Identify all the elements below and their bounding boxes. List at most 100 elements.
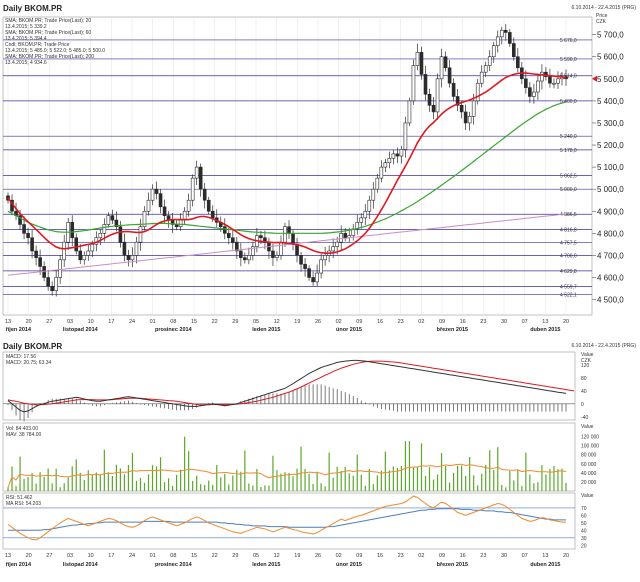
candle-body xyxy=(162,206,167,216)
level-label: 4 700,0 xyxy=(560,253,577,259)
x-tick-label: 07 xyxy=(522,319,528,325)
candle-body xyxy=(114,219,119,228)
volume-y-label: 20 000 xyxy=(581,480,597,486)
candle-body xyxy=(439,56,444,80)
level-label: 5 240,0 xyxy=(560,134,577,140)
candle-body xyxy=(455,96,460,106)
lower-x-tick-label: 20 xyxy=(563,553,569,559)
legend-sma200: SMA; BKOM.PR; Trade Price(Last); 200 xyxy=(5,54,94,60)
x-tick-label: 20 xyxy=(563,319,569,325)
candle-body xyxy=(479,71,484,84)
legend-sma60: SMA; BKOM.PR; Trade Price(Last); 60 xyxy=(5,30,91,36)
x-tick-label: 30 xyxy=(501,319,507,325)
lower-date-range: 6.10.2014 - 22.4.2015 (PRG) xyxy=(572,343,637,349)
legend-ohlc-value: 13.4.2015; 5 485.0; 5 522.0; 5 485.0; 5 … xyxy=(5,48,105,54)
y-tick-label: 5 200,0 xyxy=(597,141,624,150)
candle-body xyxy=(495,36,500,46)
volume-y-label: 120 000 xyxy=(581,435,599,441)
candle-body xyxy=(387,157,392,163)
rsi-y-label: 50 xyxy=(581,521,587,527)
candle-body xyxy=(186,199,191,212)
macd-unit-label: CZK xyxy=(581,358,592,364)
y-tick-label: 4 800,0 xyxy=(597,229,624,238)
candle-body xyxy=(315,272,319,283)
candle-body xyxy=(275,255,279,258)
candle-body xyxy=(467,116,472,124)
lower-x-tick-label: 23 xyxy=(480,553,486,559)
candle-body xyxy=(411,65,416,102)
rsi-y-label: 60 xyxy=(581,513,587,519)
level-label: 4 886,5 xyxy=(560,212,577,218)
level-label: 4 757,5 xyxy=(560,241,577,247)
chart-title: Daily BKOM.PR xyxy=(3,4,62,13)
candle-body xyxy=(291,233,295,245)
candle-body xyxy=(335,241,339,247)
candle-body xyxy=(379,166,384,179)
candle-body xyxy=(182,210,187,221)
rsi-legend-1: RSI: 51.462 xyxy=(6,495,33,501)
candle-body xyxy=(122,241,127,256)
x-tick-label: 19 xyxy=(294,319,300,325)
candle-body xyxy=(283,226,287,243)
candle-body xyxy=(251,246,255,256)
candle-body xyxy=(383,162,388,168)
macd-value-label: Value xyxy=(581,352,594,358)
candle-body xyxy=(459,104,464,113)
volume-y-label: 40 000 xyxy=(581,471,597,477)
current-price-marker xyxy=(592,75,597,82)
candle-body xyxy=(247,255,251,261)
candle-body xyxy=(307,268,311,278)
candle-body xyxy=(343,233,348,239)
candle-body xyxy=(403,122,408,150)
candle-body xyxy=(42,266,46,278)
candle-body xyxy=(475,82,480,102)
lower-month-label: říjen 2014 xyxy=(6,562,32,568)
candle-body xyxy=(98,233,103,239)
y-tick-label: 4 700,0 xyxy=(597,251,624,260)
candle-body xyxy=(339,233,343,243)
candle-body xyxy=(210,210,215,219)
lower-title: Daily BKOM.PR xyxy=(3,342,62,351)
candle-body xyxy=(516,56,520,69)
lower-x-tick-label: 13 xyxy=(5,553,11,559)
x-tick-label: 13 xyxy=(542,319,548,325)
lower-x-tick-label: 29 xyxy=(232,553,238,559)
candle-body xyxy=(154,188,159,194)
rsi-y-label: 40 xyxy=(581,528,587,534)
candle-body xyxy=(22,224,26,234)
price-axis-label: Price xyxy=(596,13,608,19)
candle-body xyxy=(483,65,488,73)
sma20-line xyxy=(7,72,567,254)
candle-body xyxy=(138,226,143,243)
candle-body xyxy=(471,100,476,117)
lower-x-tick-label: 10 xyxy=(88,553,94,559)
legend-sma60-value: 13.4.2015; 5 394.4 xyxy=(5,36,47,42)
candle-body xyxy=(190,177,195,201)
x-tick-label: 17 xyxy=(108,319,114,325)
candle-body xyxy=(106,215,111,225)
legend-sma200-value: 13.4.2015; 4 934.6 xyxy=(5,60,47,66)
lower-x-tick-label: 07 xyxy=(522,553,528,559)
candle-body xyxy=(38,257,42,267)
x-tick-label: 22 xyxy=(212,319,218,325)
rsi-ma-line xyxy=(8,508,566,531)
candle-body xyxy=(548,76,552,84)
candle-body xyxy=(287,226,291,234)
lower-x-tick-label: 03 xyxy=(67,553,73,559)
candle-body xyxy=(323,255,327,261)
x-tick-label: 23 xyxy=(398,319,404,325)
candle-body xyxy=(487,56,492,66)
lower-month-label: listopad 2014 xyxy=(63,562,99,568)
level-label: 4 629,8 xyxy=(560,269,577,275)
candle-body xyxy=(415,52,420,66)
candle-body xyxy=(451,82,456,97)
candle-body xyxy=(395,153,400,157)
candle-body xyxy=(435,78,440,113)
lower-x-tick-label: 26 xyxy=(315,553,321,559)
candle-body xyxy=(110,215,115,221)
x-tick-label: 16 xyxy=(377,319,383,325)
macd-legend-1: MACD: 17.56 xyxy=(6,354,36,360)
y-tick-label: 5 600,0 xyxy=(597,53,624,62)
